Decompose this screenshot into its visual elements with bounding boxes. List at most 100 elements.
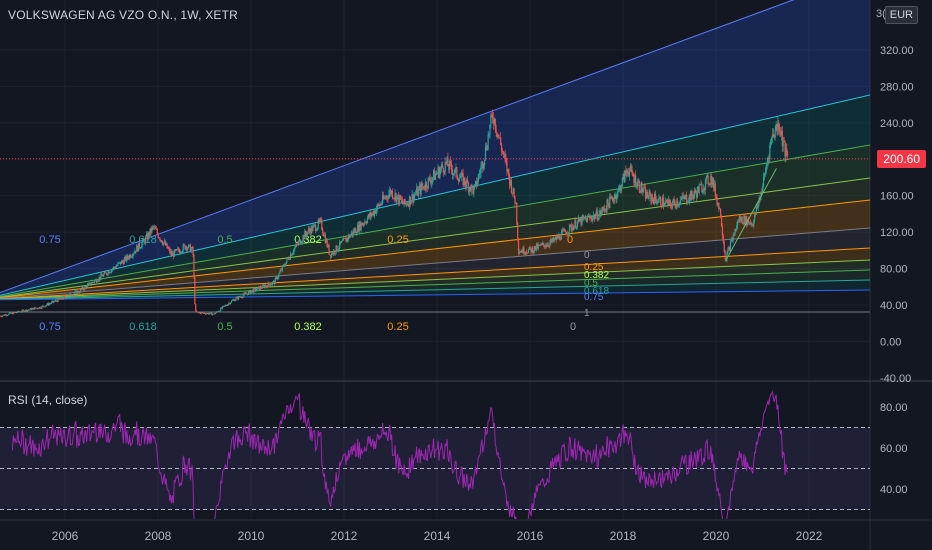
candle-body	[323, 234, 326, 237]
candle-body	[213, 313, 216, 315]
candle-body	[478, 173, 480, 176]
candle-body	[747, 219, 749, 223]
candle-body	[207, 313, 209, 315]
candle-body	[621, 178, 623, 187]
candle-body	[12, 312, 14, 315]
candle-body	[651, 196, 653, 202]
candle-body	[711, 176, 713, 185]
candle-body	[669, 201, 672, 206]
candle-body	[91, 282, 93, 284]
candle-body	[594, 215, 597, 219]
candle-body	[685, 194, 687, 197]
candle-body	[52, 300, 54, 302]
candle-body	[568, 224, 571, 233]
axes: 320.00280.00240.00200.00160.00120.0080.0…	[52, 8, 914, 543]
candle-body	[656, 202, 658, 204]
candle-body	[249, 290, 251, 294]
candle-body	[648, 191, 650, 199]
candle-body	[216, 311, 218, 313]
candle-body	[328, 245, 330, 254]
rsi-legend[interactable]: RSI (14, close)	[8, 393, 88, 407]
candle-body	[686, 202, 689, 204]
candle-body	[486, 148, 488, 150]
candle-body	[75, 290, 77, 292]
time-tick: 2022	[796, 529, 823, 543]
candle-body	[310, 226, 312, 235]
candle-body	[505, 158, 507, 162]
candle-body	[745, 216, 747, 225]
candle-body	[201, 312, 203, 314]
candle-body	[56, 300, 58, 302]
fib-fan[interactable]: 0.750.6180.50.3820.2500.750.6180.50.3820…	[0, 0, 870, 333]
time-tick: 2016	[517, 529, 544, 543]
candle-body	[727, 249, 729, 254]
candle-body	[46, 303, 48, 306]
candle-body	[547, 244, 549, 246]
candle-body	[632, 174, 634, 177]
candle-body	[591, 219, 593, 221]
candle-body	[557, 235, 559, 239]
candle-body	[317, 220, 319, 228]
candle-body	[446, 157, 448, 164]
candle-body	[198, 312, 200, 314]
candle-body	[531, 247, 533, 253]
candle-body	[619, 186, 621, 189]
time-tick: 2006	[52, 529, 79, 543]
candle-body	[76, 290, 78, 294]
fan-label-bottom: 0.382	[294, 321, 322, 333]
candle-body	[65, 297, 67, 299]
candle-body	[213, 313, 215, 315]
candle-body	[785, 148, 787, 157]
currency-badge[interactable]: EUR	[884, 6, 918, 24]
candle-body	[664, 201, 666, 205]
candle-body	[199, 312, 201, 314]
candle-body	[346, 237, 348, 242]
candle-body	[306, 231, 309, 236]
candle-body	[311, 226, 313, 232]
candle-body	[581, 216, 583, 225]
candle-body	[285, 262, 287, 266]
candle-body	[769, 145, 771, 160]
rsi-line	[11, 390, 789, 519]
candle-body	[615, 194, 617, 200]
candle-body	[495, 130, 497, 133]
candle-body	[122, 261, 124, 265]
candle-body	[96, 281, 98, 283]
candle-body	[555, 237, 557, 240]
candle-body	[754, 214, 757, 215]
candle-body	[322, 229, 324, 234]
candle-body	[701, 184, 703, 193]
candle-body	[509, 175, 511, 186]
candle-body	[524, 253, 526, 255]
candle-body	[565, 231, 567, 235]
fan-label-upper: 0.25	[387, 234, 408, 246]
candle-body	[576, 226, 578, 229]
candle-body	[464, 177, 466, 185]
rsi-tick: 80.00	[880, 402, 908, 414]
candle-body	[539, 244, 541, 246]
candle-body	[28, 309, 31, 311]
fan-ray	[0, 269, 870, 300]
candle-body	[443, 172, 445, 174]
candle-body	[518, 251, 521, 254]
candle-body	[420, 184, 422, 195]
time-tick: 2014	[424, 529, 451, 543]
candle-body	[534, 246, 536, 252]
candle-body	[454, 168, 456, 174]
candle-body	[763, 173, 766, 177]
candle-body	[625, 170, 627, 173]
candle-body	[296, 243, 298, 245]
candle-body	[378, 204, 380, 207]
candle-body	[475, 180, 477, 185]
candle-body	[611, 196, 614, 200]
candle-body	[280, 269, 282, 272]
candle-body	[179, 250, 181, 253]
candle-body	[92, 282, 94, 283]
candle-body	[170, 251, 173, 256]
candle-body	[520, 250, 522, 252]
candle-body	[644, 187, 647, 199]
candle-body	[14, 312, 16, 314]
candle-body	[693, 194, 695, 199]
